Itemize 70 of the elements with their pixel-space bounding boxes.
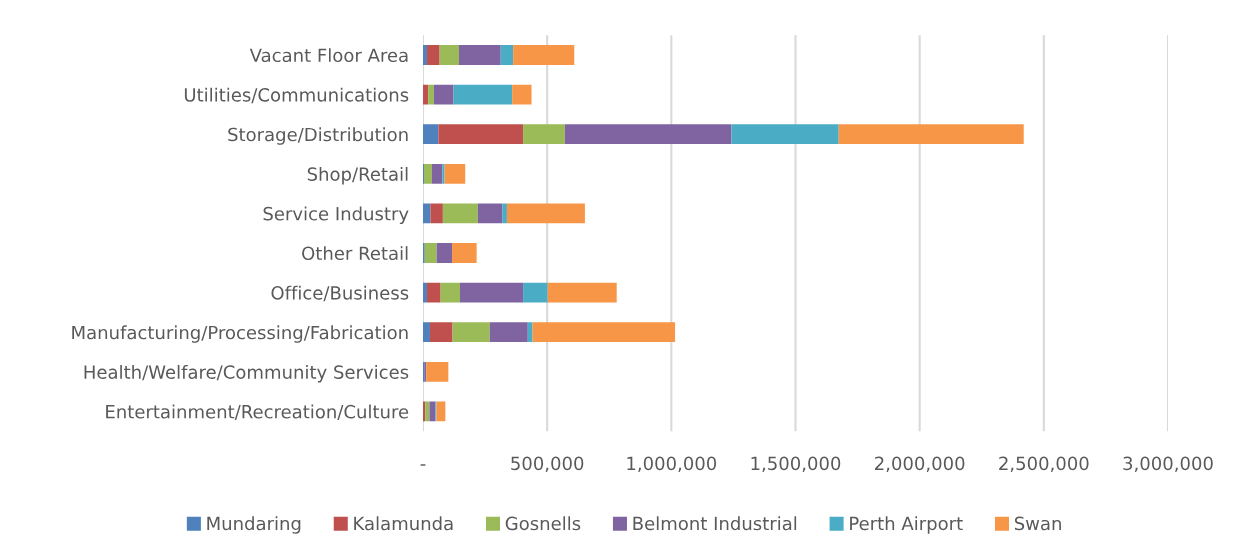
bar xyxy=(532,322,676,343)
bar xyxy=(506,203,585,224)
x-tick-label: 1,500,000 xyxy=(751,456,841,473)
legend-label: Kalamunda xyxy=(354,516,453,531)
bar xyxy=(523,282,548,303)
bar xyxy=(428,84,434,105)
bar xyxy=(452,322,490,343)
y-tick-label: Health/Welfare/Community Services xyxy=(84,364,409,383)
legend-label: Belmont Industrial xyxy=(633,516,797,531)
bar xyxy=(423,401,426,422)
bar xyxy=(452,243,477,263)
bar xyxy=(440,282,460,303)
bar xyxy=(426,361,449,382)
bar xyxy=(523,124,565,145)
legend-label: Perth Airport xyxy=(850,516,963,534)
x-tick-label: 1,000,000 xyxy=(627,456,717,473)
x-tick-label: 3,000,000 xyxy=(1123,456,1213,473)
bar xyxy=(436,401,446,422)
bar xyxy=(489,322,528,343)
bar xyxy=(423,163,432,184)
bar xyxy=(502,203,507,224)
y-tick-label: Service Industry xyxy=(263,206,409,225)
y-tick-label: Manufacturing/Processing/Fabrication xyxy=(72,325,408,343)
bar xyxy=(426,282,441,303)
bar xyxy=(547,282,617,303)
bar xyxy=(442,163,445,184)
bar xyxy=(512,84,532,105)
bar xyxy=(460,282,524,303)
bar xyxy=(513,45,575,65)
bar xyxy=(438,124,524,145)
bar xyxy=(423,203,431,224)
x-tick-label: - xyxy=(420,464,426,466)
bar xyxy=(459,45,501,65)
bar xyxy=(433,84,454,105)
y-tick-label: Office/Business xyxy=(271,285,409,302)
bar xyxy=(838,124,1024,145)
bar xyxy=(477,203,503,224)
bar xyxy=(424,243,437,263)
bar xyxy=(444,163,466,184)
bar xyxy=(429,322,453,343)
bar xyxy=(439,45,460,65)
x-tick-label: 500,000 xyxy=(511,456,584,473)
y-tick-label: Storage/Distribution xyxy=(228,127,408,145)
bar xyxy=(731,124,839,145)
legend-label: Mundaring xyxy=(207,516,301,534)
bar xyxy=(426,45,440,65)
bar xyxy=(453,84,513,105)
bar xyxy=(430,203,443,224)
bar xyxy=(423,45,427,65)
bar xyxy=(500,45,514,65)
y-tick-label: Vacant Floor Area xyxy=(249,48,408,63)
y-tick-label: Other Retail xyxy=(302,246,408,261)
bar xyxy=(423,322,430,343)
bar xyxy=(423,282,427,303)
y-tick-label: Utilities/Communications xyxy=(184,87,409,104)
bar xyxy=(436,243,453,263)
bar xyxy=(431,163,443,184)
legend-label: Swan xyxy=(1014,516,1061,531)
y-tick-label: Shop/Retail xyxy=(307,166,408,185)
x-tick-label: 2,000,000 xyxy=(875,456,965,473)
bar xyxy=(423,124,439,145)
x-tick-label: 2,500,000 xyxy=(999,456,1089,473)
bar xyxy=(429,401,436,422)
bar xyxy=(442,203,478,224)
bar xyxy=(423,84,429,105)
y-tick-label: Entertainment/Recreation/Culture xyxy=(106,404,409,420)
bar xyxy=(425,401,430,422)
legend-label: Gosnells xyxy=(505,516,581,531)
bar xyxy=(527,322,533,343)
bar xyxy=(564,124,732,145)
